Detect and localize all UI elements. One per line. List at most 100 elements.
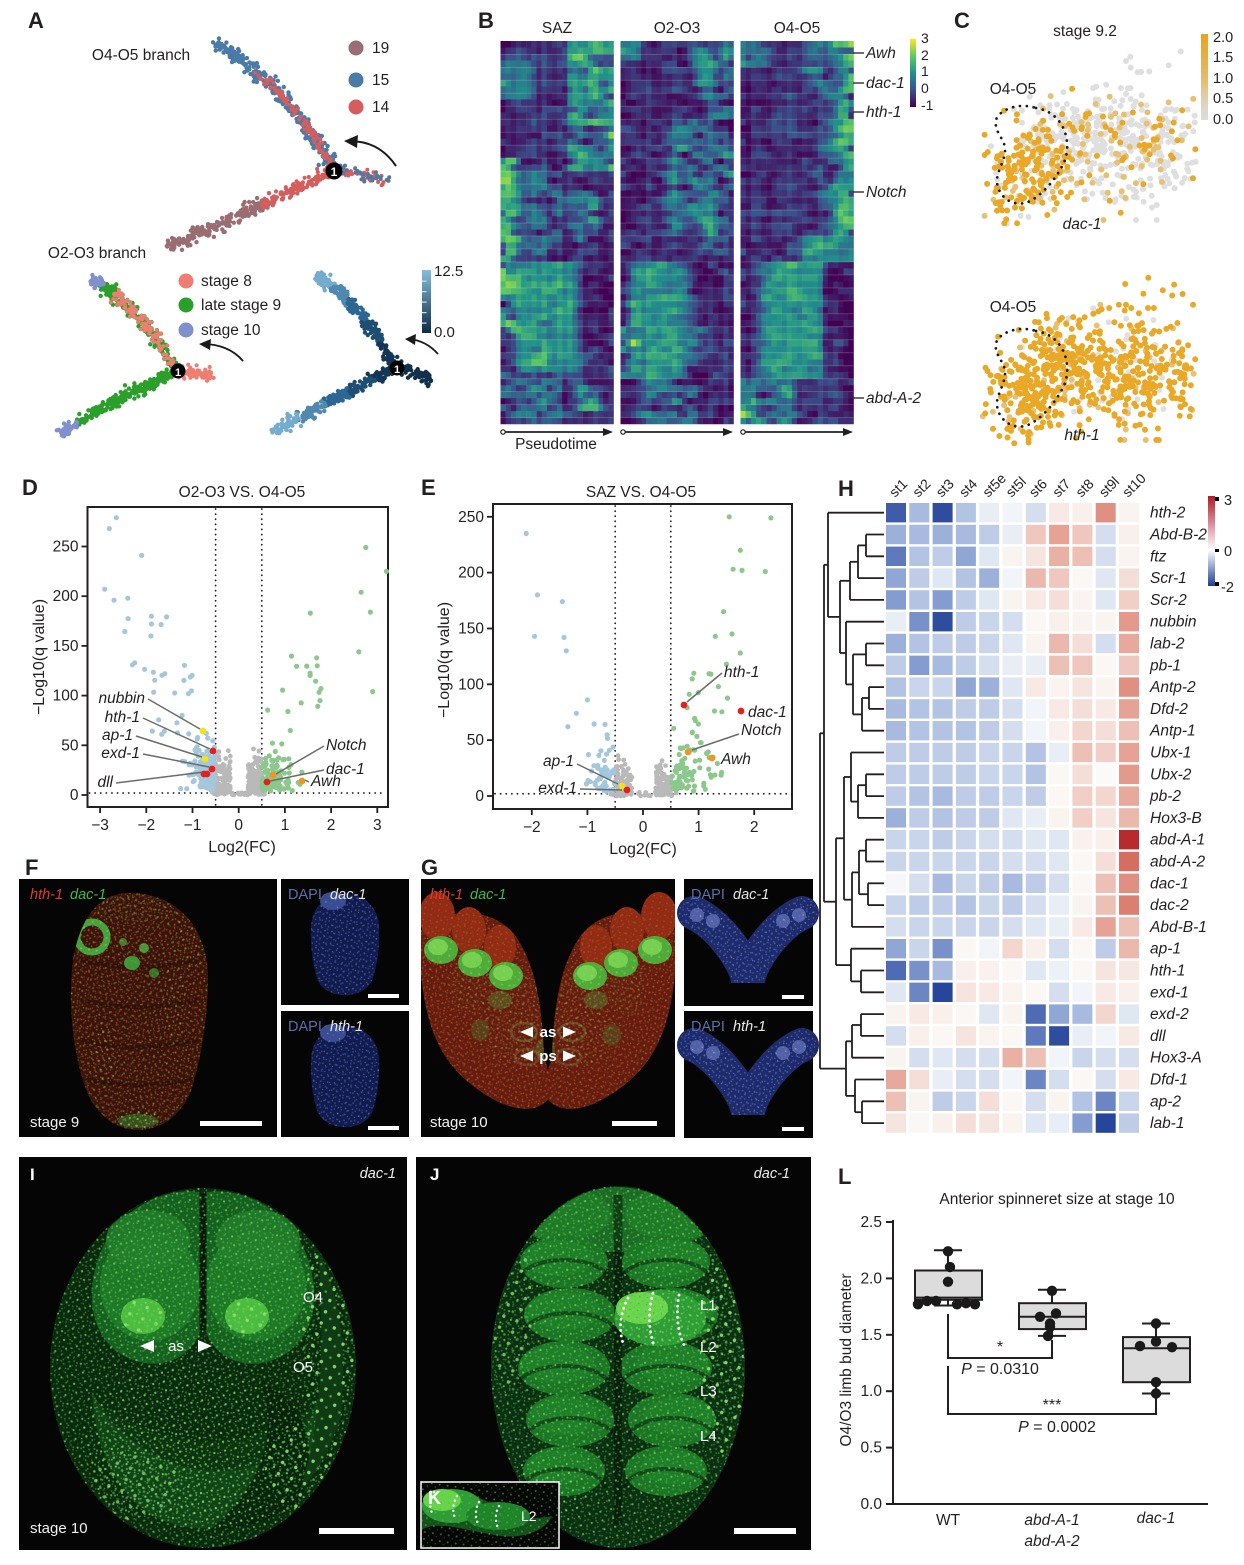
svg-text:E: E bbox=[421, 475, 436, 500]
svg-text:−1: −1 bbox=[579, 819, 597, 836]
svg-text:abd-A-2: abd-A-2 bbox=[1024, 1533, 1080, 1550]
svg-text:dac-1: dac-1 bbox=[470, 887, 506, 903]
svg-text:exd-1: exd-1 bbox=[101, 745, 140, 762]
svg-text:dll: dll bbox=[1150, 1028, 1166, 1045]
svg-text:DAPI: DAPI bbox=[288, 887, 322, 903]
svg-text:Awh: Awh bbox=[310, 773, 341, 790]
svg-text:1.0: 1.0 bbox=[860, 1383, 882, 1400]
svg-text:1: 1 bbox=[331, 165, 338, 179]
svg-text:150: 150 bbox=[53, 638, 79, 655]
svg-text:ap-1: ap-1 bbox=[543, 753, 574, 770]
svg-text:lab-1: lab-1 bbox=[1150, 1115, 1184, 1132]
svg-text:Antp-1: Antp-1 bbox=[1149, 723, 1196, 740]
svg-text:dac-1: dac-1 bbox=[1063, 216, 1102, 233]
svg-text:dac-1: dac-1 bbox=[754, 1166, 790, 1182]
svg-text:Ubx-2: Ubx-2 bbox=[1150, 766, 1192, 783]
svg-text:-1: -1 bbox=[921, 97, 934, 113]
svg-text:0.5: 0.5 bbox=[1213, 91, 1233, 107]
svg-text:Ubx-1: Ubx-1 bbox=[1150, 745, 1191, 762]
svg-text:stage 8: stage 8 bbox=[201, 273, 252, 290]
svg-text:stage 9.2: stage 9.2 bbox=[1053, 23, 1117, 40]
svg-text:late stage 9: late stage 9 bbox=[201, 297, 281, 314]
svg-text:Log2(FC): Log2(FC) bbox=[208, 839, 276, 856]
svg-text:dac-1: dac-1 bbox=[330, 887, 366, 903]
svg-text:O5: O5 bbox=[293, 1359, 313, 1376]
svg-text:200: 200 bbox=[53, 588, 79, 605]
svg-text:hth-1: hth-1 bbox=[1150, 963, 1185, 980]
svg-text:A: A bbox=[28, 8, 44, 33]
svg-text:stage 10: stage 10 bbox=[30, 1520, 88, 1537]
svg-text:1: 1 bbox=[175, 367, 181, 379]
svg-text:dac-1: dac-1 bbox=[326, 761, 365, 778]
svg-text:K: K bbox=[428, 1488, 441, 1508]
svg-text:O2-O3 VS. O4-O5: O2-O3 VS. O4-O5 bbox=[179, 484, 306, 501]
svg-text:1: 1 bbox=[281, 817, 290, 834]
svg-text:hth-1: hth-1 bbox=[1064, 427, 1099, 444]
svg-text:P = 0.0310: P = 0.0310 bbox=[961, 1361, 1039, 1378]
svg-text:Anterior spinneret size at sta: Anterior spinneret size at stage 10 bbox=[939, 1191, 1175, 1208]
svg-text:−Log10(q value): −Log10(q value) bbox=[31, 599, 48, 715]
svg-text:3: 3 bbox=[373, 817, 382, 834]
svg-text:***: *** bbox=[1043, 1397, 1062, 1414]
svg-text:Abd-B-2: Abd-B-2 bbox=[1149, 527, 1207, 544]
svg-text:J: J bbox=[430, 1165, 439, 1184]
svg-text:Awh: Awh bbox=[865, 45, 896, 62]
svg-text:200: 200 bbox=[458, 565, 484, 582]
svg-text:exd-1: exd-1 bbox=[1150, 984, 1189, 1001]
svg-text:Hox3-A: Hox3-A bbox=[1150, 1050, 1202, 1067]
svg-text:exd-2: exd-2 bbox=[1150, 1006, 1189, 1023]
svg-text:pb-2: pb-2 bbox=[1149, 788, 1181, 805]
svg-text:dll: dll bbox=[97, 774, 113, 791]
svg-text:ftz: ftz bbox=[1150, 548, 1167, 565]
svg-text:dac-1: dac-1 bbox=[1137, 1510, 1176, 1527]
svg-text:50: 50 bbox=[61, 737, 79, 754]
svg-text:250: 250 bbox=[53, 539, 79, 556]
svg-text:Scr-1: Scr-1 bbox=[1150, 570, 1187, 587]
svg-text:1.5: 1.5 bbox=[860, 1327, 882, 1344]
svg-text:O4-O5: O4-O5 bbox=[990, 299, 1037, 316]
svg-text:0: 0 bbox=[921, 80, 929, 96]
svg-text:dac-2: dac-2 bbox=[1150, 897, 1189, 914]
svg-text:nubbin: nubbin bbox=[1150, 614, 1197, 631]
svg-text:0.0: 0.0 bbox=[1213, 112, 1233, 128]
svg-text:ap-1: ap-1 bbox=[1150, 941, 1181, 958]
svg-text:C: C bbox=[954, 8, 970, 33]
svg-text:ps: ps bbox=[539, 1048, 557, 1065]
svg-text:*: * bbox=[997, 1339, 1003, 1356]
svg-text:P = 0.0002: P = 0.0002 bbox=[1018, 1419, 1096, 1436]
svg-text:F: F bbox=[25, 855, 38, 880]
svg-text:dac-1: dac-1 bbox=[748, 704, 787, 721]
svg-text:1: 1 bbox=[694, 819, 703, 836]
svg-text:Hox3-B: Hox3-B bbox=[1150, 810, 1202, 827]
svg-text:B: B bbox=[478, 8, 494, 33]
svg-text:abd-A-1: abd-A-1 bbox=[1150, 832, 1205, 849]
svg-text:Scr-2: Scr-2 bbox=[1150, 592, 1187, 609]
svg-text:Notch: Notch bbox=[866, 184, 907, 201]
svg-text:O4/O3 limb bud diameter: O4/O3 limb bud diameter bbox=[838, 1273, 855, 1446]
svg-text:2.0: 2.0 bbox=[860, 1270, 882, 1287]
svg-text:O4-O5: O4-O5 bbox=[990, 81, 1037, 98]
svg-text:ap-1: ap-1 bbox=[102, 727, 133, 744]
svg-text:hth-1: hth-1 bbox=[733, 1019, 766, 1035]
svg-text:I: I bbox=[30, 1165, 35, 1184]
svg-text:2: 2 bbox=[750, 819, 759, 836]
svg-text:abd-A-1: abd-A-1 bbox=[1024, 1512, 1079, 1529]
svg-text:0.0: 0.0 bbox=[860, 1496, 882, 1513]
svg-text:hth-1: hth-1 bbox=[330, 1019, 363, 1035]
svg-text:O4: O4 bbox=[303, 1289, 323, 1306]
svg-text:as: as bbox=[540, 1024, 557, 1041]
svg-text:dac-1: dac-1 bbox=[70, 887, 106, 903]
svg-text:nubbin: nubbin bbox=[98, 690, 145, 707]
svg-text:3: 3 bbox=[921, 30, 929, 46]
svg-text:hth-1: hth-1 bbox=[105, 709, 140, 726]
svg-text:Log2(FC): Log2(FC) bbox=[609, 841, 677, 858]
svg-text:Dfd-2: Dfd-2 bbox=[1150, 701, 1188, 718]
svg-text:L3: L3 bbox=[700, 1383, 717, 1400]
svg-text:2: 2 bbox=[327, 817, 336, 834]
svg-text:19: 19 bbox=[372, 40, 389, 57]
svg-text:3: 3 bbox=[1224, 493, 1232, 509]
svg-text:D: D bbox=[22, 475, 38, 500]
svg-text:WT: WT bbox=[936, 1512, 961, 1529]
svg-text:Notch: Notch bbox=[326, 737, 367, 754]
svg-text:0: 0 bbox=[234, 817, 243, 834]
